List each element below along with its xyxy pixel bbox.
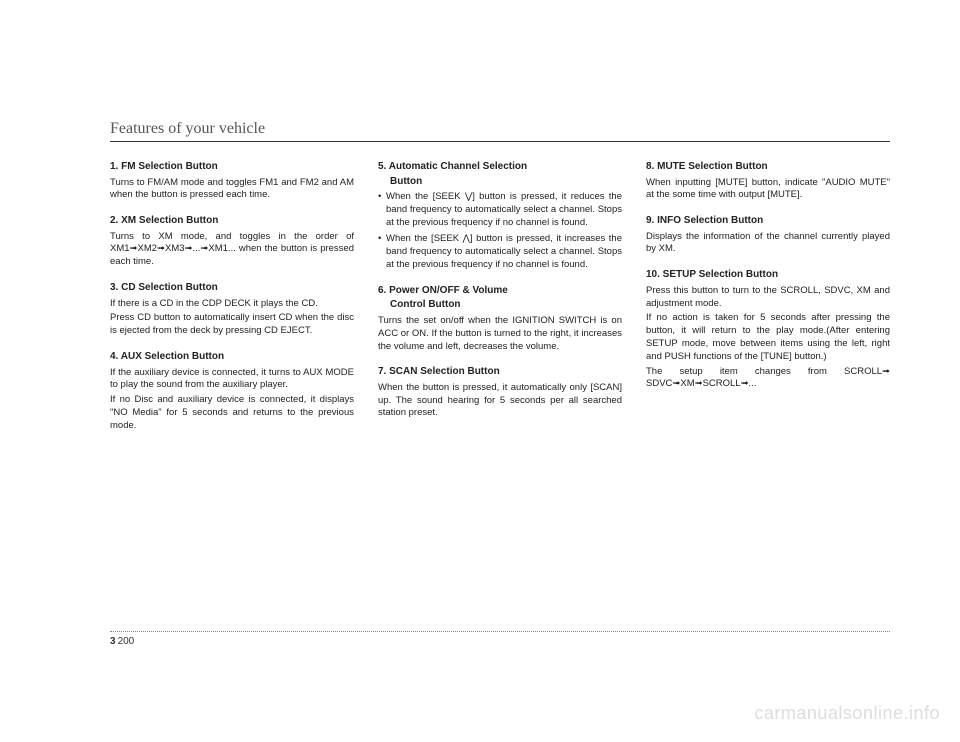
section-title: 2. XM Selection Button bbox=[110, 214, 354, 228]
section-title: 10. SETUP Selection Button bbox=[646, 268, 890, 282]
bullet-mark: • bbox=[378, 191, 386, 229]
chapter-number: 3 bbox=[110, 636, 116, 647]
section-title: Control Button bbox=[378, 298, 622, 312]
watermark: carmanualsonline.info bbox=[754, 703, 940, 724]
header-title: Features of your vehicle bbox=[110, 120, 890, 138]
section-title: 9. INFO Selection Button bbox=[646, 214, 890, 228]
section-body: Press this button to turn to the SCROLL,… bbox=[646, 285, 890, 392]
section-body: When inputting [MUTE] button, indicate "… bbox=[646, 177, 890, 203]
footer-dotted-line bbox=[110, 631, 890, 632]
section-body: Turns to FM/AM mode and toggles FM1 and … bbox=[110, 177, 354, 203]
column-3: 8. MUTE Selection Button When inputting … bbox=[646, 160, 890, 445]
section-body: Displays the information of the channel … bbox=[646, 231, 890, 257]
section-title: 8. MUTE Selection Button bbox=[646, 160, 890, 174]
section-body: • When the [SEEK ⋁] button is pressed, i… bbox=[378, 191, 622, 272]
section-body: Turns the set on/off when the IGNITION S… bbox=[378, 315, 622, 353]
page-header: Features of your vehicle bbox=[110, 120, 890, 142]
header-rule bbox=[110, 141, 890, 142]
seek-up-icon: ⋀ bbox=[463, 234, 470, 243]
column-2: 5. Automatic Channel Selection Button • … bbox=[378, 160, 622, 445]
bullet-item: • When the [SEEK ⋀] button is pressed, i… bbox=[378, 233, 622, 271]
paragraph: If no Disc and auxiliary device is conne… bbox=[110, 394, 354, 432]
section-body: When the button is pressed, it automatic… bbox=[378, 382, 622, 420]
section-title: Button bbox=[378, 175, 622, 189]
paragraph: If the auxiliary device is connected, it… bbox=[110, 367, 354, 393]
paragraph: Press CD button to automatically insert … bbox=[110, 312, 354, 338]
bullet-text: When the [SEEK ⋀] button is pressed, it … bbox=[386, 233, 622, 271]
section-title: 4. AUX Selection Button bbox=[110, 350, 354, 364]
content-columns: 1. FM Selection Button Turns to FM/AM mo… bbox=[110, 160, 890, 445]
paragraph: If no action is taken for 5 seconds afte… bbox=[646, 312, 890, 363]
section-title: 3. CD Selection Button bbox=[110, 281, 354, 295]
section-body: If there is a CD in the CDP DECK it play… bbox=[110, 298, 354, 338]
section-title: 5. Automatic Channel Selection bbox=[378, 160, 622, 174]
page-number: 3200 bbox=[110, 636, 890, 647]
paragraph: Press this button to turn to the SCROLL,… bbox=[646, 285, 890, 311]
section-body: If the auxiliary device is connected, it… bbox=[110, 367, 354, 433]
bullet-mark: • bbox=[378, 233, 386, 271]
bullet-text: When the [SEEK ⋁] button is pressed, it … bbox=[386, 191, 622, 229]
paragraph: If there is a CD in the CDP DECK it play… bbox=[110, 298, 354, 311]
paragraph: The setup item changes from SCROLL➟ SDVC… bbox=[646, 366, 890, 392]
column-1: 1. FM Selection Button Turns to FM/AM mo… bbox=[110, 160, 354, 445]
section-title: 7. SCAN Selection Button bbox=[378, 365, 622, 379]
page-footer: 3200 bbox=[110, 631, 890, 647]
section-title: 6. Power ON/OFF & Volume bbox=[378, 284, 622, 298]
section-title: 1. FM Selection Button bbox=[110, 160, 354, 174]
section-body: Turns to XM mode, and toggles in the ord… bbox=[110, 231, 354, 269]
page-num: 200 bbox=[118, 636, 135, 647]
bullet-item: • When the [SEEK ⋁] button is pressed, i… bbox=[378, 191, 622, 229]
